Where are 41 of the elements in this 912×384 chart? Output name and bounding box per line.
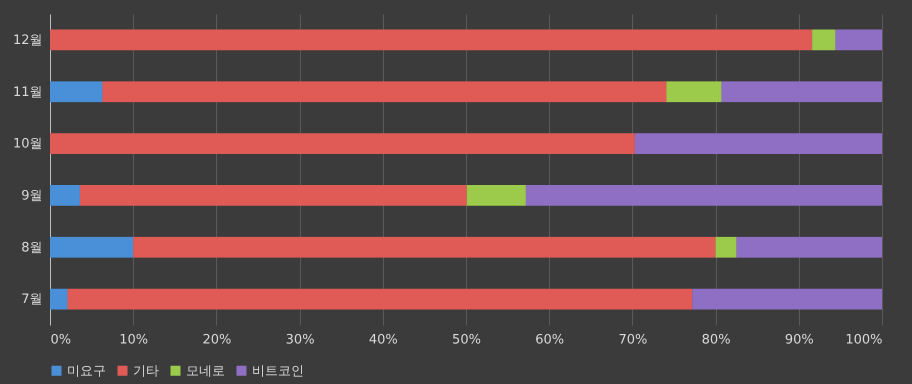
bar	[835, 30, 882, 50]
bar	[133, 236, 716, 258]
bar	[526, 185, 882, 206]
bar	[721, 81, 882, 102]
bar	[812, 30, 836, 50]
y-tick-label: 8월	[21, 240, 42, 256]
x-tick-label: 10%	[119, 332, 148, 348]
x-tick-label: 90%	[784, 332, 814, 348]
x-tick-label: 0%	[50, 332, 72, 348]
bar	[666, 81, 722, 102]
x-tick-label: 20%	[202, 332, 232, 348]
bar	[466, 185, 526, 206]
bar	[67, 288, 692, 310]
legend-label: 기타	[133, 364, 159, 379]
legend-label: 모네로	[186, 364, 225, 379]
x-tick-label: 60%	[535, 332, 564, 348]
legend-label: 비트코인	[252, 364, 304, 379]
bar	[50, 81, 102, 102]
y-tick-label: 9월	[21, 188, 42, 204]
bar	[50, 30, 812, 50]
bar	[50, 185, 80, 206]
bar	[716, 236, 736, 258]
x-tick-label: 80%	[702, 332, 731, 348]
legend-label: 미요구	[67, 364, 106, 379]
y-tick-label: 11월	[12, 84, 42, 100]
bar	[50, 133, 635, 154]
bar	[736, 236, 882, 258]
bar	[50, 236, 134, 258]
bar	[80, 185, 467, 206]
x-tick-label: 50%	[452, 332, 481, 348]
bar	[102, 81, 667, 102]
x-tick-label: 40%	[368, 332, 398, 348]
bar	[692, 288, 882, 310]
bar	[634, 133, 882, 154]
y-tick-label: 10월	[12, 136, 42, 152]
x-tick-label: 30%	[286, 332, 315, 348]
x-tick-label: 70%	[618, 332, 648, 348]
x-tick-label: 100%	[845, 332, 882, 348]
y-tick-label: 12월	[12, 32, 42, 48]
y-tick-label: 7월	[21, 292, 42, 308]
bar	[50, 288, 68, 310]
